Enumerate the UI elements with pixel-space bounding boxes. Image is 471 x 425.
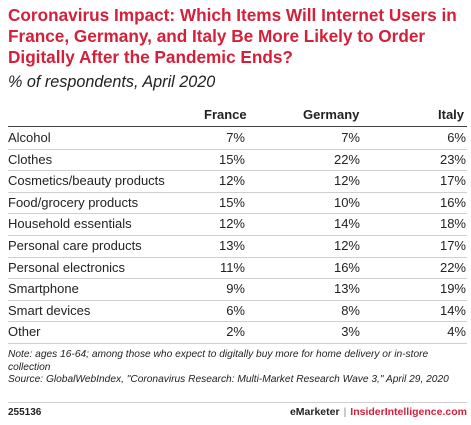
cell-germany: 8% <box>341 302 360 318</box>
row-label: Personal electronics <box>8 259 126 275</box>
row-label: Smartphone <box>8 281 79 297</box>
cell-germany: 14% <box>333 216 360 232</box>
brand-insider-intelligence: InsiderIntelligence.com <box>350 406 467 418</box>
cell-france: 15% <box>218 151 245 167</box>
row-label: Food/grocery products <box>8 194 139 210</box>
row-label: Clothes <box>8 151 53 167</box>
row-label: Cosmetics/beauty products <box>8 173 165 189</box>
cell-italy: 4% <box>447 324 466 340</box>
table-row: Smart devices 6% 8% 14% <box>8 300 467 322</box>
row-label: Other <box>8 324 41 340</box>
table-row: Other 2% 3% 4% <box>8 321 467 343</box>
cell-germany: 10% <box>333 194 360 210</box>
cell-italy: 14% <box>439 302 466 318</box>
cell-france: 12% <box>218 216 245 232</box>
chart-subtitle: % of respondents, April 2020 <box>8 73 216 91</box>
header-divider <box>8 126 467 127</box>
column-header-france: France <box>204 107 247 122</box>
cell-italy: 17% <box>439 238 466 253</box>
row-label: Household essentials <box>8 216 132 232</box>
table-row: Personal care products 13% 12% 17% <box>8 235 467 257</box>
cell-italy: 16% <box>439 194 466 210</box>
cell-france: 7% <box>226 130 245 145</box>
cell-germany: 12% <box>333 173 360 189</box>
footer-divider <box>8 402 467 403</box>
cell-italy: 22% <box>439 259 466 275</box>
table-row: Cosmetics/beauty products 12% 12% 17% <box>8 170 467 192</box>
row-label: Alcohol <box>8 130 51 145</box>
chart-id: 255136 <box>8 407 42 418</box>
row-divider <box>8 148 467 150</box>
chart-title: Coronavirus Impact: Which Items Will Int… <box>8 5 457 67</box>
notes: Note: ages 16-64; among those who expect… <box>8 349 468 387</box>
row-divider <box>8 235 467 236</box>
brand-emarketer: eMarketer <box>289 406 340 418</box>
row-divider <box>8 191 467 193</box>
note-text: Note: ages 16-64; among those who expect… <box>8 349 429 373</box>
cell-germany: 16% <box>333 259 360 275</box>
row-divider <box>8 299 467 301</box>
column-header-italy: Italy <box>438 107 465 122</box>
table-row: Alcohol 7% 7% 6% <box>8 127 467 149</box>
cell-italy: 6% <box>447 130 466 145</box>
cell-germany: 3% <box>341 324 360 340</box>
brand-footer: eMarketer | InsiderIntelligence.com <box>290 406 467 418</box>
row-label: Personal care products <box>8 238 142 253</box>
source-text: Source: GlobalWebIndex, "Coronavirus Res… <box>8 374 449 385</box>
row-label: Smart devices <box>8 302 91 318</box>
table-row: Household essentials 12% 14% 18% <box>8 213 467 235</box>
row-divider <box>8 170 467 172</box>
table-row: Clothes 15% 22% 23% <box>8 149 467 171</box>
cell-france: 11% <box>219 259 245 275</box>
table-row: Food/grocery products 15% 10% 16% <box>8 192 467 214</box>
column-header-germany: Germany <box>303 107 360 122</box>
row-divider <box>8 213 467 215</box>
cell-italy: 23% <box>439 151 466 167</box>
cell-germany: 12% <box>333 238 360 253</box>
cell-germany: 22% <box>333 151 360 167</box>
cell-germany: 13% <box>333 281 360 297</box>
cell-france: 13% <box>218 238 245 253</box>
cell-france: 2% <box>226 324 245 340</box>
cell-france: 12% <box>218 173 245 189</box>
cell-france: 15% <box>218 194 245 210</box>
row-divider <box>8 343 467 344</box>
table-row: Smartphone 9% 13% 19% <box>8 278 467 300</box>
cell-germany: 7% <box>341 130 360 145</box>
cell-france: 6% <box>226 302 245 318</box>
row-divider <box>8 256 467 258</box>
brand-separator: | <box>343 406 347 418</box>
cell-italy: 18% <box>439 216 466 232</box>
table-row: Personal electronics 11% 16% 22% <box>8 257 467 279</box>
row-divider <box>8 278 467 280</box>
cell-italy: 17% <box>439 173 466 189</box>
cell-italy: 19% <box>439 281 466 297</box>
row-divider <box>8 321 467 323</box>
cell-france: 9% <box>226 281 245 297</box>
